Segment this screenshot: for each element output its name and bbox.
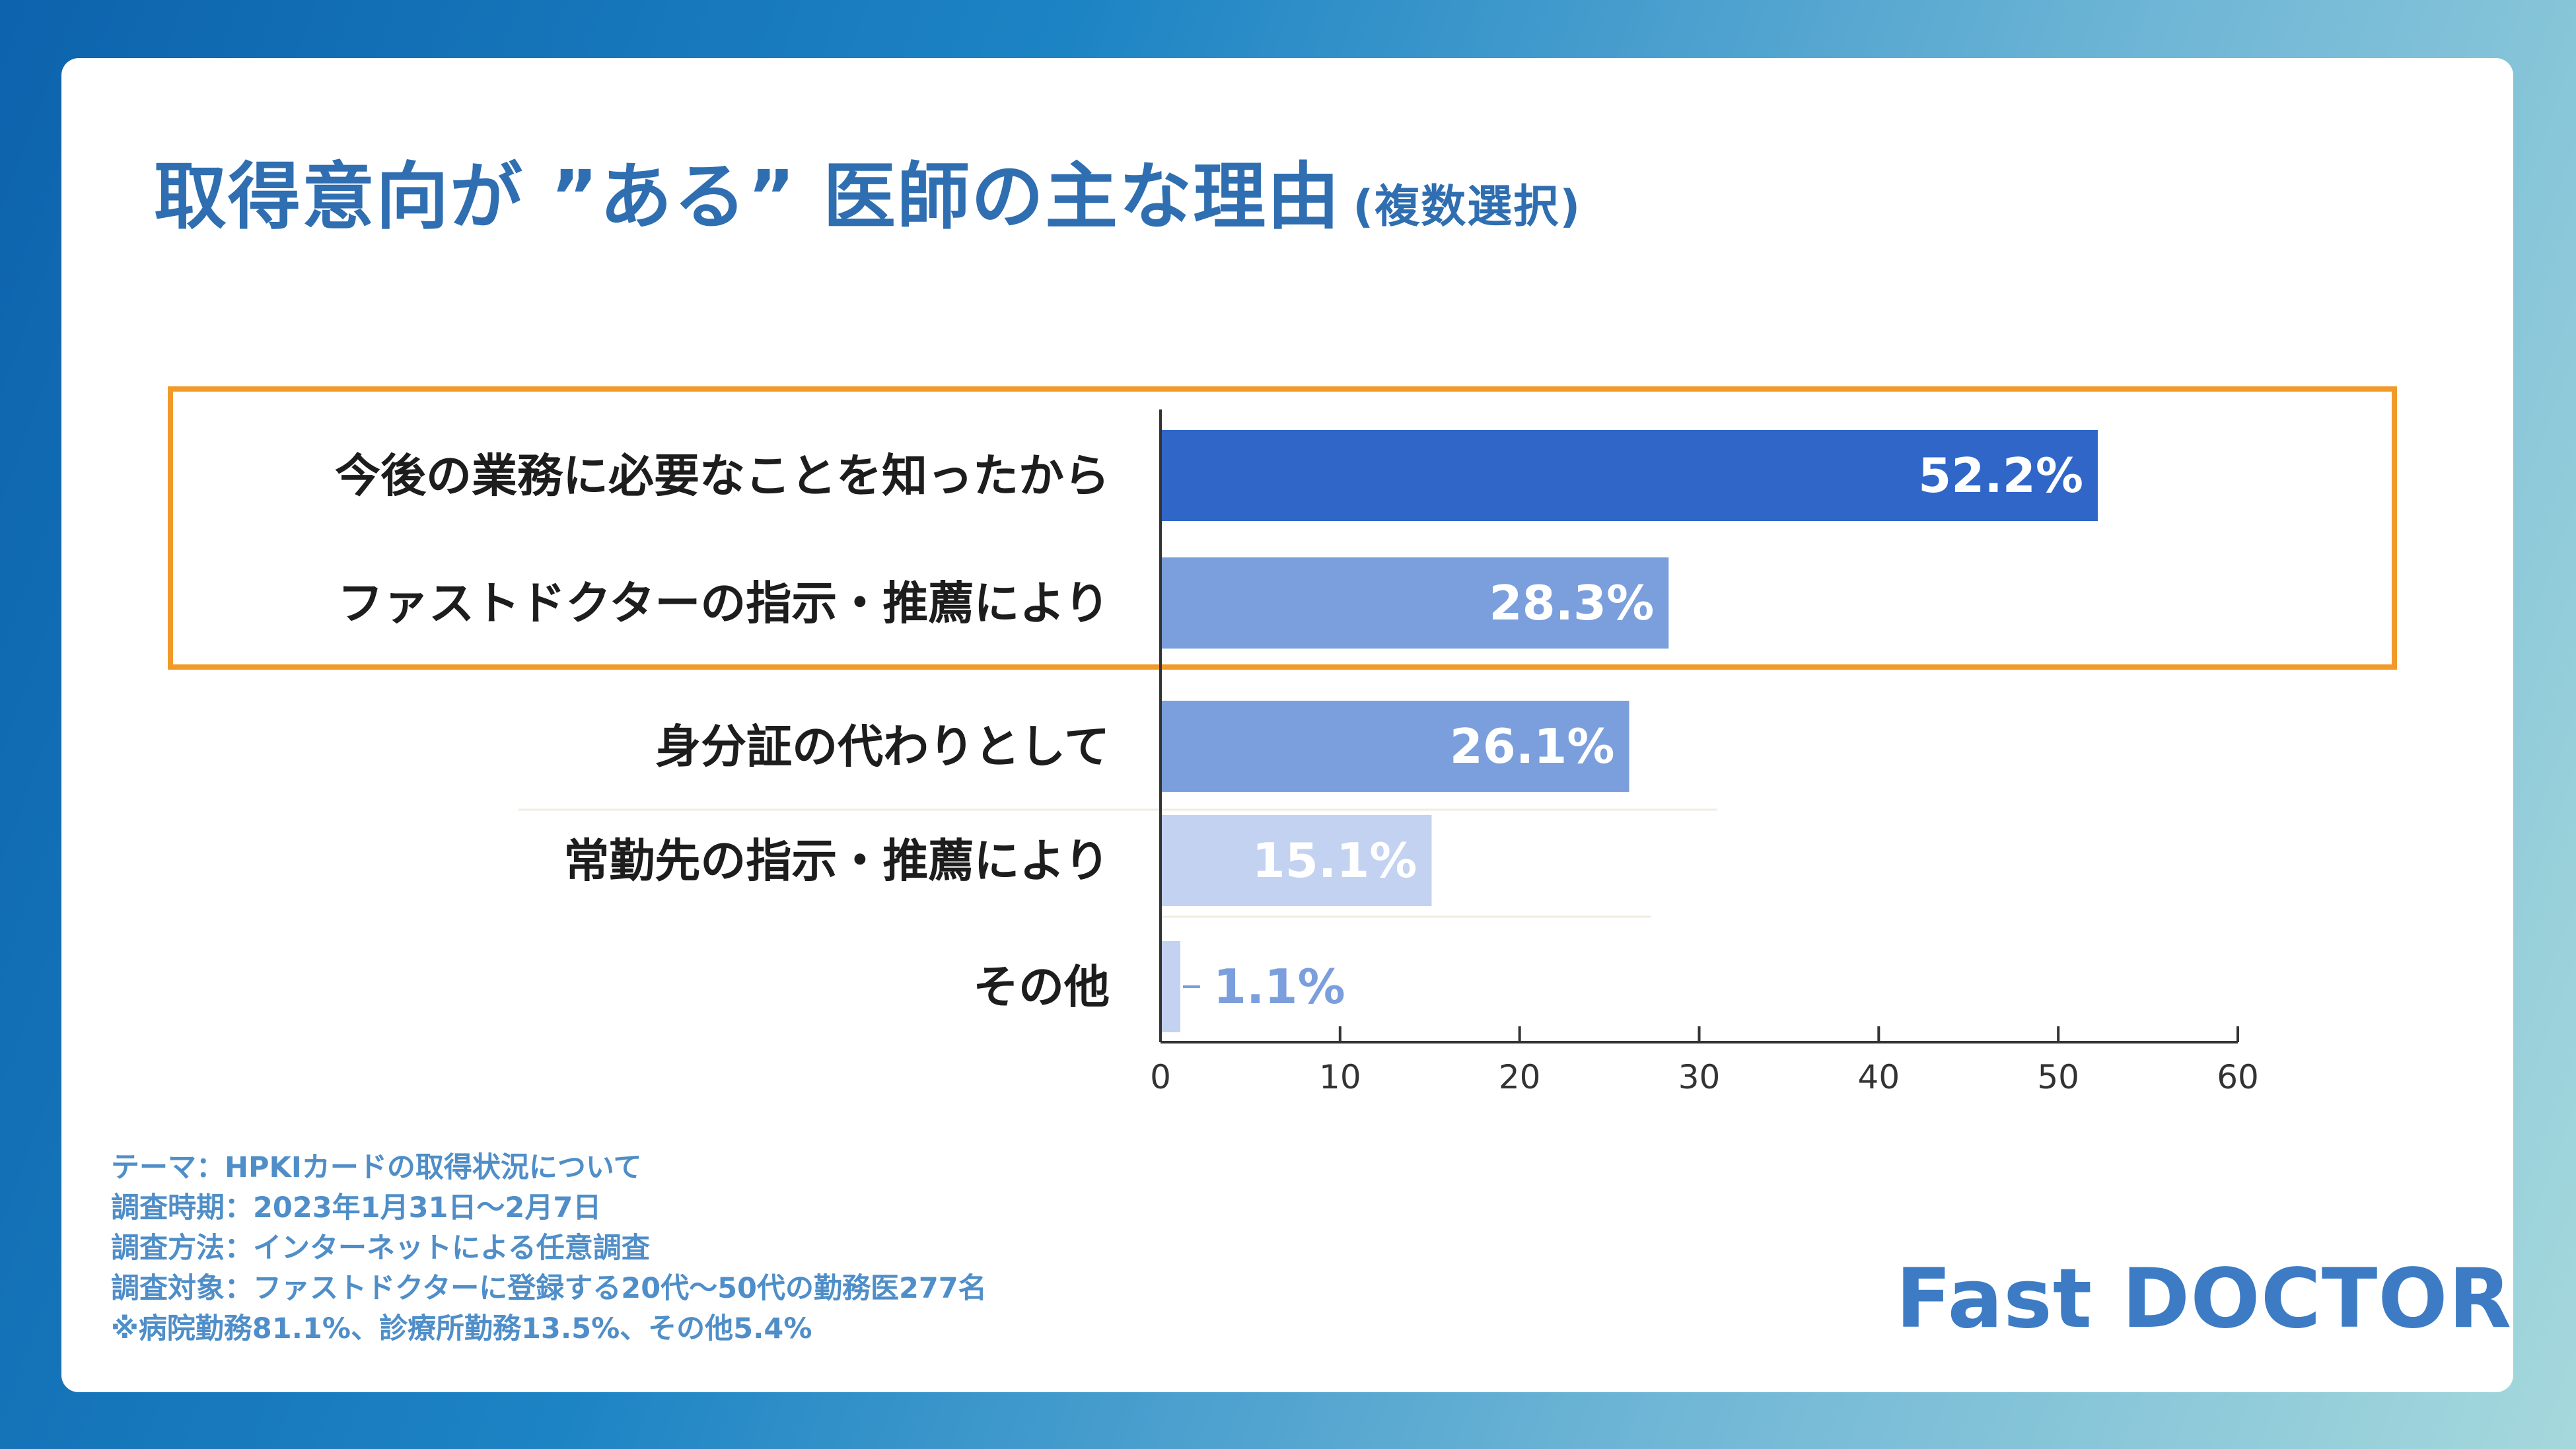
bar (1161, 815, 1432, 906)
x-tick-label: 10 (1319, 1058, 1361, 1096)
x-tick-label: 30 (1678, 1058, 1721, 1096)
highlight-box (168, 386, 2397, 670)
title-main: 取得意向が ”ある” 医師の主な理由 (154, 155, 1342, 239)
category-label: その他 (973, 961, 1110, 1014)
note-line: 調査時期：2023年1月31日〜2月7日 (111, 1191, 602, 1224)
value-label: 28.3% (1489, 575, 1654, 631)
category-label: 身分証の代わりとして (655, 721, 1110, 773)
survey-notes: テーマ：HPKIカードの取得状況について 調査時期：2023年1月31日〜2月7… (111, 1148, 987, 1349)
x-tick-label: 50 (2037, 1058, 2079, 1096)
x-tick-label: 20 (1499, 1058, 1541, 1096)
bar (1161, 557, 1669, 649)
note-line: 調査方法：インターネットによる任意調査 (111, 1232, 650, 1265)
category-label: ファストドクターの指示・推薦により (338, 577, 1110, 630)
note-line: ※病院勤務81.1%、診療所勤務13.5%、その他5.4% (111, 1312, 812, 1345)
value-label: 52.2% (1918, 448, 2083, 503)
value-label: 1.1% (1213, 959, 1345, 1014)
value-label: 15.1% (1252, 833, 1417, 888)
note-line: テーマ：HPKIカードの取得状況について (111, 1151, 642, 1184)
x-tick-label: 60 (2217, 1058, 2259, 1096)
fast-doctor-logo: Fast DOCTOR (1896, 1252, 2513, 1347)
note-line: 調査対象：ファストドクターに登録する20代〜50代の勤務医277名 (111, 1272, 987, 1305)
bar (1161, 941, 1180, 1032)
category-label: 常勤先の指示・推薦により (563, 835, 1110, 888)
bar (1161, 701, 1629, 792)
value-label: 26.1% (1450, 719, 1615, 774)
x-tick-label: 40 (1858, 1058, 1900, 1096)
chart-title: 取得意向が ”ある” 医師の主な理由 (複数選択) (154, 137, 1581, 243)
title-sub: (複数選択) (1353, 181, 1582, 233)
bar (1161, 430, 2098, 521)
x-tick-label: 0 (1150, 1058, 1171, 1096)
category-label: 今後の業務に必要なことを知ったから (335, 450, 1110, 503)
